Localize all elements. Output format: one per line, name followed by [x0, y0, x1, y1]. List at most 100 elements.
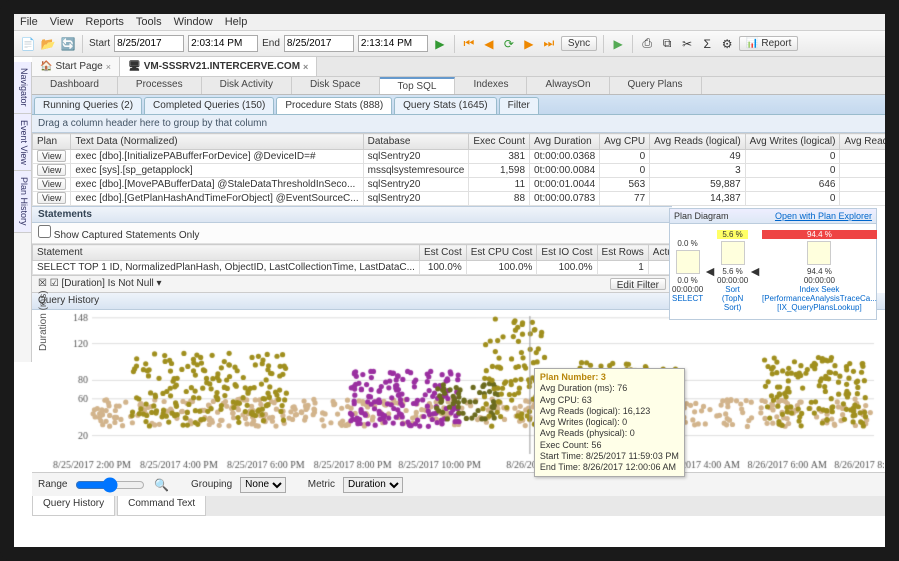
go-icon[interactable]: ▶	[432, 36, 448, 52]
sigma-icon[interactable]: Σ	[699, 36, 715, 52]
start-date-input[interactable]	[114, 35, 184, 52]
report-button[interactable]: 📊 Report	[739, 36, 798, 51]
tool1-icon[interactable]: ⎙	[639, 36, 655, 52]
show-captured-checkbox[interactable]	[38, 225, 51, 238]
close-icon[interactable]: ×	[106, 62, 111, 72]
zoom-icon[interactable]: 🔍	[153, 477, 169, 493]
col-header[interactable]: Avg Reads (physical)	[840, 134, 885, 150]
play-icon[interactable]: ▶	[610, 36, 626, 52]
view-plan-button[interactable]: View	[37, 164, 66, 176]
tool3-icon[interactable]: ✂	[679, 36, 695, 52]
settings-icon[interactable]: ⚙	[719, 36, 735, 52]
tab-diskspace[interactable]: Disk Space	[292, 77, 380, 94]
btab-queryhistory[interactable]: Query History	[32, 496, 115, 516]
table-row[interactable]: Viewexec [sys].[sp_getapplock]mssqlsyste…	[33, 164, 886, 178]
col-header[interactable]: Avg Duration	[530, 134, 600, 150]
query-category-tabs: Running Queries (2) Completed Queries (1…	[32, 95, 885, 115]
tab-dashboard[interactable]: Dashboard	[32, 77, 118, 94]
tab-procstats[interactable]: Procedure Stats (888)	[276, 97, 392, 114]
statement-grid: StatementEst CostEst CPU CostEst IO Cost…	[32, 244, 672, 275]
menu-window[interactable]: Window	[174, 16, 213, 28]
menu-view[interactable]: View	[50, 16, 74, 28]
nav-last-icon[interactable]: ⏭	[541, 36, 557, 52]
tab-filter[interactable]: Filter	[499, 97, 539, 114]
col-header[interactable]: Avg Writes (logical)	[745, 134, 840, 150]
table-row[interactable]: SELECT TOP 1 ID, NormalizedPlanHash, Obj…	[33, 261, 673, 275]
grouping-select[interactable]: None	[240, 477, 286, 493]
tab-completed[interactable]: Completed Queries (150)	[144, 97, 274, 114]
nav-prev-icon[interactable]: ◀	[481, 36, 497, 52]
grouping-label: Grouping	[191, 479, 232, 490]
sync-button[interactable]: Sync	[561, 36, 597, 51]
col-header[interactable]: Text Data (Normalized)	[71, 134, 363, 150]
lefttab-navigator[interactable]: Navigator	[14, 62, 31, 114]
reload-icon[interactable]: ⟳	[501, 36, 517, 52]
view-plan-button[interactable]: View	[37, 192, 66, 204]
y-axis-label: Duration (ms)	[38, 290, 49, 351]
nav-first-icon[interactable]: ⏮	[461, 36, 477, 52]
plan-node[interactable]: 0.0 %0.0 %00:00:00SELECT	[672, 239, 703, 303]
tab-queryplans[interactable]: Query Plans	[610, 77, 702, 94]
lefttab-planhistory[interactable]: Plan History	[14, 171, 31, 233]
tab-topsql[interactable]: Top SQL	[380, 77, 456, 94]
refresh-icon[interactable]: 🔄	[60, 36, 76, 52]
tab-diskactivity[interactable]: Disk Activity	[202, 77, 292, 94]
menu-help[interactable]: Help	[225, 16, 248, 28]
plan-diagram: Plan DiagramOpen with Plan Explorer 0.0 …	[669, 208, 877, 320]
page-tabs: 🏠 Start Page × 🖥 VM-SSSRV21.INTERCERVE.C…	[32, 57, 885, 77]
filter-bar: ☒ ☑ [Duration] Is Not Null ▾ Edit Filter	[32, 275, 672, 293]
open-plan-explorer-link[interactable]: Open with Plan Explorer	[775, 211, 872, 221]
chart-controls: Range 🔍 Grouping None Metric Duration	[32, 472, 885, 496]
lefttab-eventview[interactable]: Event View	[14, 114, 31, 172]
tab-indexes[interactable]: Indexes	[455, 77, 527, 94]
query-history-chart[interactable]: Duration (ms) Plan Number: 3Avg Duration…	[32, 310, 885, 472]
metric-select[interactable]: Duration	[343, 477, 403, 493]
end-time-input[interactable]	[358, 35, 428, 52]
chart-tooltip: Plan Number: 3Avg Duration (ms): 76Avg C…	[534, 368, 685, 477]
plan-node[interactable]: 5.6 %5.6 %00:00:00Sort(TopN Sort)	[717, 230, 748, 312]
edit-filter-button[interactable]: Edit Filter	[610, 278, 666, 290]
plan-node[interactable]: 94.4 %94.4 %00:00:00Index Seek[Performan…	[762, 230, 877, 312]
pagetab-start[interactable]: 🏠 Start Page ×	[32, 57, 120, 76]
col-header[interactable]: Database	[363, 134, 469, 150]
statements-header: Statements	[32, 206, 672, 223]
left-tab-strip: Navigator Event View Plan History	[14, 62, 32, 362]
table-row[interactable]: Viewexec [dbo].[MovePABufferData] @Stale…	[33, 178, 886, 192]
metric-label: Metric	[308, 479, 335, 490]
group-by-hint: Drag a column header here to group by th…	[32, 115, 885, 133]
end-date-input[interactable]	[284, 35, 354, 52]
start-time-input[interactable]	[188, 35, 258, 52]
col-header[interactable]: Avg Reads (logical)	[650, 134, 746, 150]
open-icon[interactable]: 📂	[40, 36, 56, 52]
view-plan-button[interactable]: View	[37, 150, 66, 162]
toolbar: 📄 📂 🔄 Start End ▶ ⏮ ◀ ⟳ ▶ ⏭ Sync ▶ ⎙ ⧉ ✂…	[14, 31, 885, 57]
new-icon[interactable]: 📄	[20, 36, 36, 52]
start-label: Start	[89, 38, 110, 49]
menubar: File View Reports Tools Window Help	[14, 14, 885, 31]
procedure-grid: PlanText Data (Normalized)DatabaseExec C…	[32, 133, 885, 206]
nav-next-icon[interactable]: ▶	[521, 36, 537, 52]
tab-processes[interactable]: Processes	[118, 77, 202, 94]
section-tabs: Dashboard Processes Disk Activity Disk S…	[32, 77, 885, 95]
show-captured-row: Show Captured Statements Only	[32, 223, 672, 244]
tab-running[interactable]: Running Queries (2)	[34, 97, 142, 114]
menu-tools[interactable]: Tools	[136, 16, 162, 28]
table-row[interactable]: Viewexec [dbo].[GetPlanHashAndTimeForObj…	[33, 192, 886, 206]
end-label: End	[262, 38, 280, 49]
tool2-icon[interactable]: ⧉	[659, 36, 675, 52]
col-header[interactable]: Plan	[33, 134, 71, 150]
menu-file[interactable]: File	[20, 16, 38, 28]
view-plan-button[interactable]: View	[37, 178, 66, 190]
range-label: Range	[38, 479, 67, 490]
col-header[interactable]: Exec Count	[469, 134, 530, 150]
tab-alwayson[interactable]: AlwaysOn	[527, 77, 609, 94]
range-slider[interactable]	[75, 477, 145, 493]
bottom-tabs: Query History Command Text	[32, 496, 885, 516]
pagetab-server[interactable]: 🖥 VM-SSSRV21.INTERCERVE.COM ×	[120, 57, 317, 76]
btab-commandtext[interactable]: Command Text	[117, 496, 206, 516]
menu-reports[interactable]: Reports	[85, 16, 124, 28]
close-icon[interactable]: ×	[303, 62, 308, 72]
tab-querystats[interactable]: Query Stats (1645)	[394, 97, 496, 114]
table-row[interactable]: Viewexec [dbo].[InitializePABufferForDev…	[33, 150, 886, 164]
col-header[interactable]: Avg CPU	[600, 134, 650, 150]
